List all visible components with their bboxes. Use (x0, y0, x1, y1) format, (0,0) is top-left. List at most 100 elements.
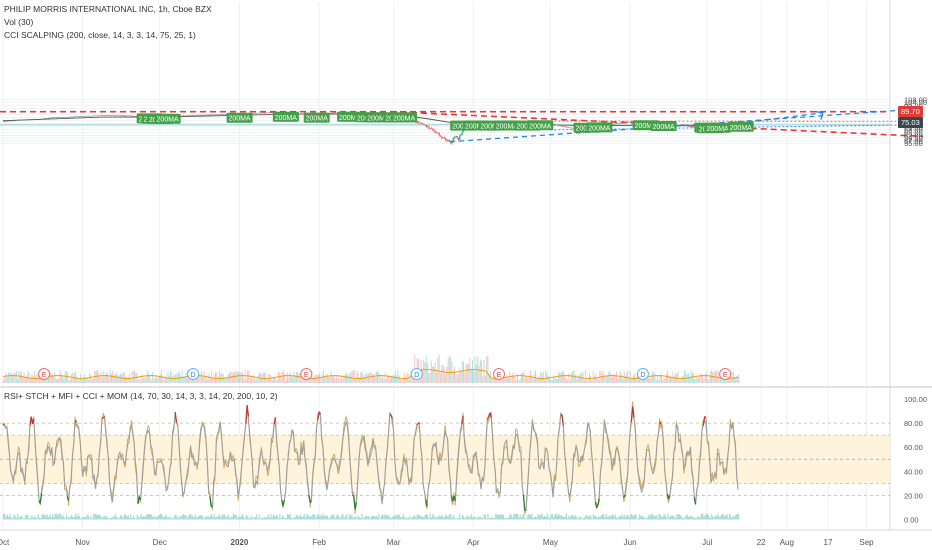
oscillator-histogram-bar (373, 515, 375, 520)
volume-bar (429, 372, 431, 383)
oscillator-histogram-bar (522, 514, 524, 520)
oscillator-axis-tick: 40.00 (904, 467, 923, 476)
oscillator-histogram-bar (705, 513, 708, 520)
volume-bar (82, 378, 84, 383)
oscillator-histogram-bar (445, 514, 447, 520)
oscillator-histogram-bar (525, 518, 528, 520)
resistance-price-label: 89.70 (898, 105, 923, 117)
volume-bar (654, 373, 656, 383)
volume-bar (203, 371, 205, 383)
oscillator-histogram-bar (195, 516, 197, 520)
candle-body (459, 135, 461, 140)
oscillator-histogram-bar (622, 516, 624, 520)
candle-body (621, 122, 623, 124)
candle-body (45, 118, 47, 119)
volume-bar (545, 370, 547, 383)
oscillator-histogram-bar (116, 516, 118, 520)
overbought-segment (704, 416, 707, 418)
oscillator-histogram-bar (41, 514, 43, 520)
oscillator-histogram-bar (385, 515, 388, 520)
oscillator-legend[interactable]: RSI+ STCH + MFI + CCI + MOM (14, 70, 30,… (4, 391, 278, 401)
candle-body (49, 117, 51, 119)
oscillator-histogram-bar (17, 513, 19, 520)
oscillator-histogram-bar (438, 515, 440, 520)
oscillator-histogram-bar (626, 514, 628, 520)
candle-body (460, 133, 462, 136)
oscillator-histogram-bar (155, 516, 158, 520)
oscillator-histogram-bar (576, 516, 578, 520)
volume-bar (705, 371, 707, 383)
candle-body (58, 117, 60, 118)
symbol-title[interactable]: PHILIP MORRIS INTERNATIONAL INC, 1h, Cbo… (4, 4, 212, 14)
volume-bar (10, 371, 12, 383)
oscillator-histogram-bar (216, 516, 218, 520)
oscillator-histogram-bar (127, 515, 129, 520)
candle-body (628, 121, 630, 123)
oscillator-histogram-bar (317, 514, 320, 520)
volume-bar (289, 371, 291, 383)
oscillator-histogram-bar (640, 516, 642, 520)
oscillator-histogram-bar (551, 514, 553, 520)
oscillator-histogram-bar (416, 514, 418, 520)
overbought-segment (659, 421, 662, 425)
oscillator-histogram-bar (53, 517, 55, 520)
oscillator-histogram-bar (578, 516, 580, 520)
volume-bar (443, 366, 445, 383)
volume-bar (117, 375, 119, 383)
oscillator-histogram-bar (397, 514, 399, 520)
oscillator-histogram-bar (655, 515, 657, 520)
candle-body (266, 112, 268, 114)
candle-body (193, 115, 195, 116)
volume-bar (375, 371, 377, 383)
time-axis-tick: 17 (824, 538, 833, 547)
volume-bar (275, 378, 277, 383)
oscillator-histogram-bar (504, 517, 506, 520)
oscillator-histogram-bar (62, 514, 64, 520)
oscillator-histogram-bar (488, 518, 490, 520)
volume-bar (288, 377, 290, 383)
volume-bar (340, 377, 342, 383)
oscillator-histogram-bar (32, 517, 34, 520)
oscillator-histogram-bar (122, 517, 124, 520)
volume-bar (74, 371, 76, 383)
oscillator-histogram-bar (234, 514, 236, 520)
oscillator-histogram-bar (51, 514, 54, 520)
oscillator-histogram-bar (676, 514, 678, 520)
oscillator-histogram-bar (561, 516, 564, 520)
descending-trend-line (391, 110, 924, 138)
oscillator-histogram-bar (529, 515, 532, 520)
last-price-label: 75.03 (898, 117, 923, 129)
volume-bar (502, 374, 504, 383)
oscillator-histogram-bar (100, 516, 102, 520)
volume-bar (283, 370, 285, 383)
oscillator-histogram-bar (288, 514, 290, 520)
volume-bar (537, 375, 539, 383)
volume-bar (164, 375, 166, 383)
volume-bar (628, 378, 630, 383)
volume-bar (53, 376, 55, 383)
oscillator-histogram-bar (328, 518, 330, 520)
oscillator-histogram-bar (59, 513, 61, 520)
volume-legend[interactable]: Vol (30) (4, 17, 34, 27)
oversold-segment (524, 509, 527, 512)
earnings-event-icon (719, 368, 732, 380)
projection-arrow-line (730, 112, 823, 125)
volume-bar (470, 368, 472, 383)
volume-bar (209, 378, 211, 383)
candle-body (67, 117, 69, 118)
oscillator-histogram-bar (371, 515, 373, 520)
cci-legend[interactable]: CCI SCALPING (200, close, 14, 3, 3, 14, … (4, 30, 196, 40)
volume-bar (452, 370, 454, 383)
oscillator-histogram-bar (436, 517, 438, 520)
ma-tag-label: 200MA (496, 123, 519, 130)
oscillator-histogram-bar (73, 516, 75, 520)
oscillator-histogram-bar (704, 514, 706, 520)
volume-bar (506, 377, 508, 383)
candle-body (98, 115, 100, 117)
oscillator-histogram-bar (479, 516, 481, 520)
oscillator-histogram-bar (63, 516, 65, 520)
volume-bar (531, 374, 533, 383)
time-axis-tick: Mar (387, 538, 401, 547)
